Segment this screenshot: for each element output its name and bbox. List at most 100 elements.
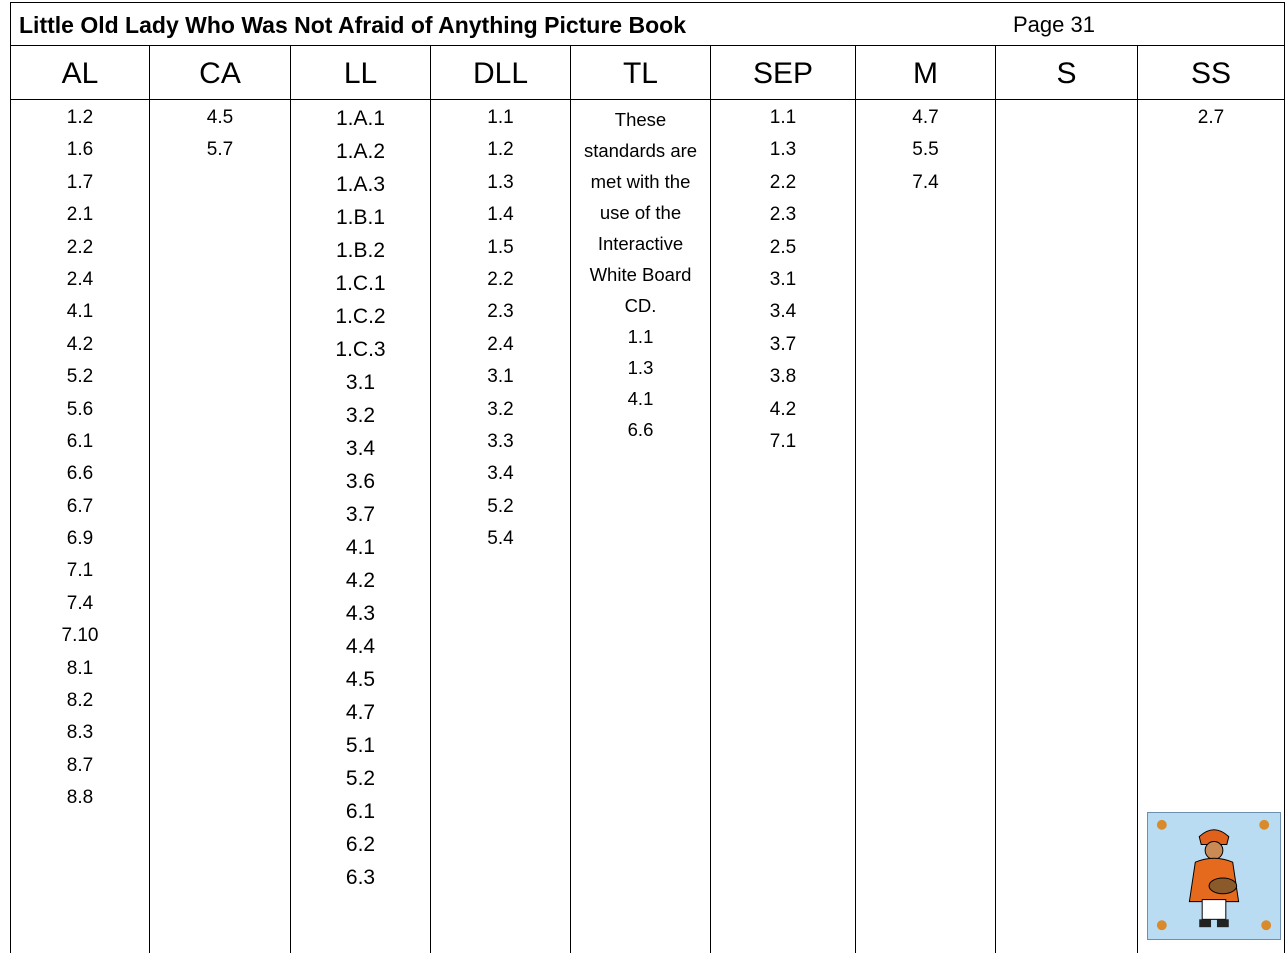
column-header: LL (291, 46, 430, 100)
standard-code: 8.8 (11, 782, 149, 814)
column-header: S (996, 46, 1137, 100)
standard-code: 6.1 (291, 795, 430, 828)
column-body: 2.7 (1138, 100, 1284, 134)
standard-code: 2.4 (11, 264, 149, 296)
standard-code: 3.3 (431, 426, 570, 458)
standard-code: 2.3 (711, 199, 855, 231)
column-header: TL (571, 46, 710, 100)
standard-code: 4.2 (291, 564, 430, 597)
standard-code: 1.4 (431, 199, 570, 231)
standard-code: 4.2 (11, 329, 149, 361)
standard-code: 1.C.1 (291, 267, 430, 300)
standard-code: 2.5 (711, 232, 855, 264)
standard-code: 1.2 (431, 134, 570, 166)
standard-code: 6.9 (11, 523, 149, 555)
standard-code: 3.2 (291, 399, 430, 432)
standard-code: 6.6 (571, 414, 710, 445)
standard-code: 4.5 (150, 102, 290, 134)
standard-code: 6.7 (11, 491, 149, 523)
standard-code: 3.4 (711, 296, 855, 328)
standard-code: 7.10 (11, 620, 149, 652)
standard-code: 3.6 (291, 465, 430, 498)
standard-code: 3.1 (711, 264, 855, 296)
column-header: M (856, 46, 995, 100)
table-column: S (995, 46, 1137, 953)
standard-code: 7.1 (11, 555, 149, 587)
standard-code: 3.7 (711, 329, 855, 361)
standard-code: 8.1 (11, 653, 149, 685)
standard-code: 3.8 (711, 361, 855, 393)
standard-code: 1.6 (11, 134, 149, 166)
standard-code: 5.2 (431, 491, 570, 523)
column-header: CA (150, 46, 290, 100)
column-header: SS (1138, 46, 1284, 100)
standard-code: 1.3 (711, 134, 855, 166)
standard-code: 1.7 (11, 167, 149, 199)
standard-code: 1.B.2 (291, 234, 430, 267)
illustration (1147, 812, 1281, 940)
standard-code: 6.1 (11, 426, 149, 458)
standard-code: 5.2 (11, 361, 149, 393)
standard-code: 3.1 (431, 361, 570, 393)
standard-code: 3.2 (431, 394, 570, 426)
standard-code: 5.2 (291, 762, 430, 795)
standard-code: 2.2 (11, 232, 149, 264)
standard-code: 1.A.3 (291, 168, 430, 201)
standard-code: 7.1 (711, 426, 855, 458)
standard-code: 6.3 (291, 861, 430, 894)
standard-code: 7.4 (856, 167, 995, 199)
standard-code: 2.2 (711, 167, 855, 199)
standard-code: 4.3 (291, 597, 430, 630)
standard-code: 1.1 (431, 102, 570, 134)
standard-code: 5.5 (856, 134, 995, 166)
standard-code: 3.1 (291, 366, 430, 399)
title: Little Old Lady Who Was Not Afraid of An… (19, 12, 686, 39)
standard-code: 1.1 (711, 102, 855, 134)
page: Little Old Lady Who Was Not Afraid of An… (0, 0, 1287, 953)
standard-code: 5.6 (11, 394, 149, 426)
column-body: 1.A.11.A.21.A.31.B.11.B.21.C.11.C.21.C.3… (291, 100, 430, 894)
standard-code: 8.2 (11, 685, 149, 717)
standard-code: 4.1 (291, 531, 430, 564)
standard-code: 1.2 (11, 102, 149, 134)
standard-code: 6.6 (11, 458, 149, 490)
title-bar: Little Old Lady Who Was Not Afraid of An… (10, 2, 1285, 46)
standard-code: 2.3 (431, 296, 570, 328)
standard-code: 2.2 (431, 264, 570, 296)
column-body (996, 100, 1137, 102)
column-header: SEP (711, 46, 855, 100)
standard-code: 8.3 (11, 717, 149, 749)
standard-code: 4.7 (856, 102, 995, 134)
standard-code: 4.1 (571, 383, 710, 414)
column-body: These standards are met with the use of … (571, 100, 710, 445)
standard-code: 7.4 (11, 588, 149, 620)
column-note: These standards are met with the use of … (582, 102, 700, 321)
page-number: Page 31 (1013, 12, 1095, 38)
standard-code: 4.4 (291, 630, 430, 663)
standard-code: 1.C.3 (291, 333, 430, 366)
standard-code: 3.4 (291, 432, 430, 465)
standard-code: 5.7 (150, 134, 290, 166)
standard-code: 1.A.2 (291, 135, 430, 168)
standard-code: 2.4 (431, 329, 570, 361)
standard-code: 3.7 (291, 498, 430, 531)
standard-code: 1.5 (431, 232, 570, 264)
column-header: AL (11, 46, 149, 100)
standard-code: 2.7 (1138, 102, 1284, 134)
standard-code: 4.7 (291, 696, 430, 729)
standard-code: 8.7 (11, 750, 149, 782)
standard-code: 4.5 (291, 663, 430, 696)
standard-code: 5.1 (291, 729, 430, 762)
standard-code: 1.1 (571, 321, 710, 352)
standard-code: 5.4 (431, 523, 570, 555)
